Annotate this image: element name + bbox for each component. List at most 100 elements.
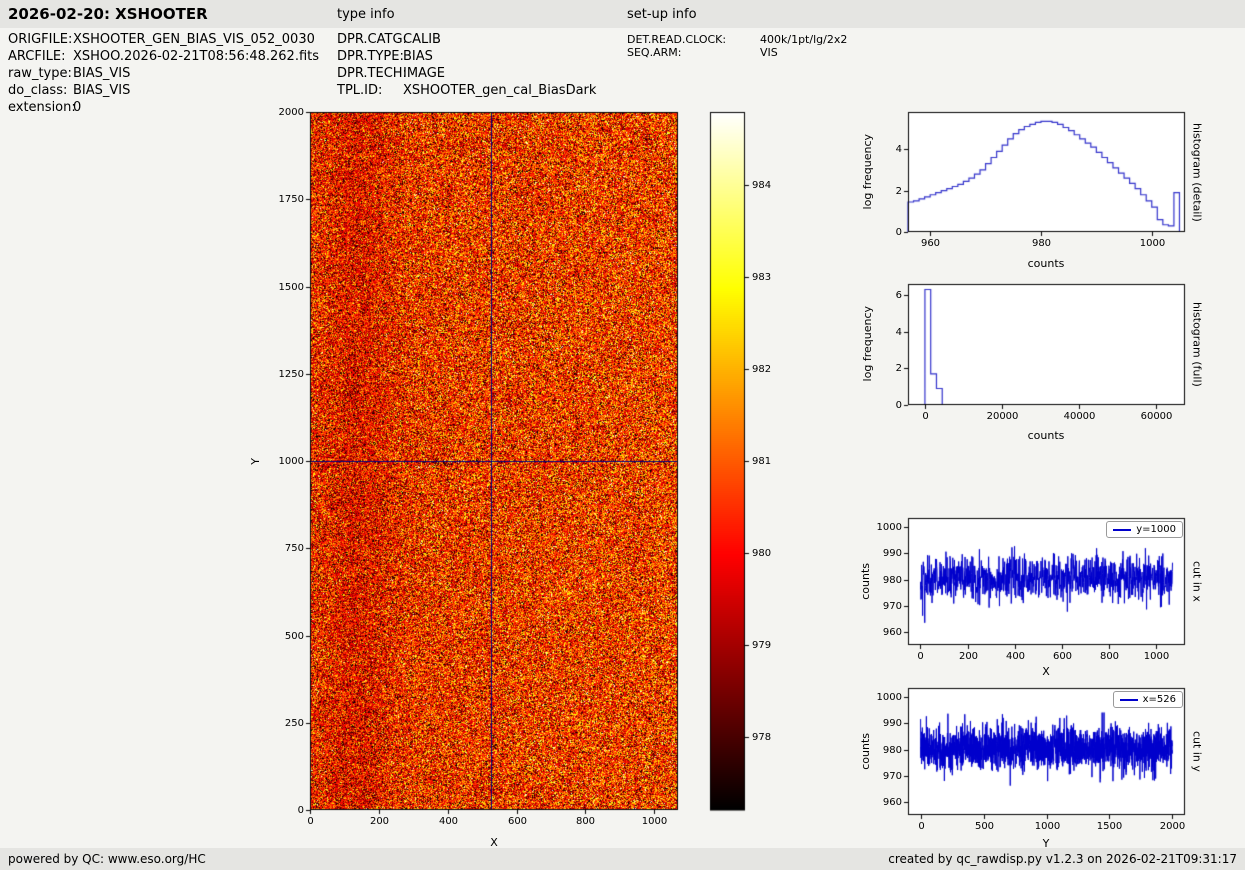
cut-in-x-legend: y=1000 (1106, 521, 1183, 538)
file-info-value: XSHOOTER_GEN_BIAS_VIS_052_0030 (73, 31, 315, 48)
tick-label: 500 (285, 631, 304, 642)
tick-label: 2 (896, 186, 902, 197)
tick-label: 2 (896, 363, 902, 374)
raw-image-canvas (302, 104, 686, 818)
tick-label: 0 (896, 227, 902, 238)
type-info-label: DPR.TECH: (337, 65, 403, 82)
type-info-row: TPL.ID:XSHOOTER_gen_cal_BiasDark (337, 82, 596, 99)
tick-label: 970 (883, 771, 902, 782)
file-info-label: ORIGFILE: (8, 31, 73, 48)
setup-info-block: DET.READ.CLOCK:400k/1pt/lg/2x2 SEQ.ARM:V… (627, 33, 847, 59)
type-info-value: XSHOOTER_gen_cal_BiasDark (403, 82, 596, 99)
tick-label: 4 (896, 327, 902, 338)
tick-label: 981 (752, 456, 771, 467)
file-info-value: BIAS_VIS (73, 65, 130, 82)
tick-label: 1000 (630, 816, 680, 827)
tick-label: 600 (1038, 651, 1088, 662)
tick-label: 60000 (1132, 411, 1182, 422)
tick-label: 1250 (279, 369, 304, 380)
cut-in-x-xlabel: X (1006, 665, 1086, 678)
page-title: 2026-02-20: XSHOOTER (8, 5, 208, 23)
tick-label: 1000 (1132, 651, 1182, 662)
legend-line-swatch (1120, 699, 1138, 701)
type-info-block: DPR.CATG:CALIB DPR.TYPE:BIAS DPR.TECH:IM… (337, 31, 596, 99)
tick-label: 2000 (279, 107, 304, 118)
tick-label: 982 (752, 364, 771, 375)
file-info-row: raw_type:BIAS_VIS (8, 65, 319, 82)
colorbar-canvas (702, 104, 793, 818)
histogram-detail-ylabel: log frequency (860, 102, 874, 242)
tick-label: 980 (883, 575, 902, 586)
histogram-detail-xlabel: counts (1006, 257, 1086, 270)
cut-in-y-legend: x=526 (1113, 691, 1183, 708)
tick-label: 0 (901, 411, 951, 422)
raw-image-ylabel: Y (248, 391, 262, 531)
type-info-row: DPR.TYPE:BIAS (337, 48, 596, 65)
type-info-value: BIAS (403, 48, 433, 65)
type-info-value: IMAGE (403, 65, 445, 82)
tick-label: 1000 (1128, 238, 1178, 249)
tick-label: 800 (561, 816, 611, 827)
tick-label: 750 (285, 543, 304, 554)
tick-label: 20000 (978, 411, 1028, 422)
tick-label: 980 (883, 745, 902, 756)
tick-label: 1500 (1085, 821, 1135, 832)
tick-label: 200 (355, 816, 405, 827)
file-info-row: do_class:BIAS_VIS (8, 82, 319, 99)
cut-in-x-right-label: cut in x (1190, 511, 1204, 651)
tick-label: 1000 (877, 522, 902, 533)
tick-label: 978 (752, 732, 771, 743)
file-info-label: do_class: (8, 82, 73, 99)
tick-label: 1750 (279, 194, 304, 205)
setup-info-label: SEQ.ARM: (627, 46, 760, 59)
tick-label: 990 (883, 718, 902, 729)
tick-label: 2000 (1148, 821, 1198, 832)
tick-label: 1500 (279, 282, 304, 293)
file-info-label: ARCFILE: (8, 48, 73, 65)
footer-bar: powered by QC: www.eso.org/HC created by… (0, 848, 1245, 870)
legend-label: y=1000 (1136, 524, 1176, 535)
tick-label: 0 (286, 816, 336, 827)
tick-label: 960 (883, 627, 902, 638)
tick-label: 980 (752, 548, 771, 559)
file-info-row: extension:0 (8, 99, 319, 116)
histogram-detail-right-label: histogram (detail) (1190, 102, 1204, 242)
cut-in-y-right-label: cut in y (1190, 681, 1204, 821)
file-info-row: ORIGFILE:XSHOOTER_GEN_BIAS_VIS_052_0030 (8, 31, 319, 48)
tick-label: 4 (896, 144, 902, 155)
tick-label: 1000 (877, 692, 902, 703)
histogram-detail-canvas (900, 104, 1193, 240)
file-info-row: ARCFILE:XSHOO.2026-02-21T08:56:48.262.fi… (8, 48, 319, 65)
setup-info-row: DET.READ.CLOCK:400k/1pt/lg/2x2 (627, 33, 847, 46)
tick-label: 200 (944, 651, 994, 662)
tick-label: 1000 (279, 456, 304, 467)
file-info-value: 0 (73, 99, 81, 116)
tick-label: 250 (285, 718, 304, 729)
file-info-label: raw_type: (8, 65, 73, 82)
colorbar: 978979980981982983984 (702, 104, 793, 818)
histogram-full-right-label: histogram (full) (1190, 274, 1204, 414)
tick-label: 0 (897, 821, 947, 832)
tick-label: 500 (960, 821, 1010, 832)
tick-label: 40000 (1055, 411, 1105, 422)
setup-info-value: VIS (760, 46, 778, 59)
cut-in-y-ylabel: counts (858, 681, 872, 821)
tick-label: 1000 (1023, 821, 1073, 832)
type-info-label: TPL.ID: (337, 82, 403, 99)
tick-label: 0 (896, 651, 946, 662)
cut-in-x-ylabel: counts (858, 511, 872, 651)
tick-label: 960 (883, 797, 902, 808)
raw-image-plot: 0200400600800100002505007501000125015001… (302, 104, 686, 818)
tick-label: 0 (896, 400, 902, 411)
legend-label: x=526 (1143, 694, 1176, 705)
type-info-value: CALIB (403, 31, 441, 48)
histogram-full-ylabel: log frequency (860, 274, 874, 414)
histogram-detail-plot: 9609801000024 (900, 104, 1193, 240)
tick-label: 979 (752, 640, 771, 651)
histogram-full-xlabel: counts (1006, 429, 1086, 442)
legend-line-swatch (1113, 529, 1131, 531)
footer-created-by: created by qc_rawdisp.py v1.2.3 on 2026-… (888, 852, 1237, 866)
tick-label: 800 (1085, 651, 1135, 662)
tick-label: 400 (991, 651, 1041, 662)
file-info-label: extension: (8, 99, 73, 116)
